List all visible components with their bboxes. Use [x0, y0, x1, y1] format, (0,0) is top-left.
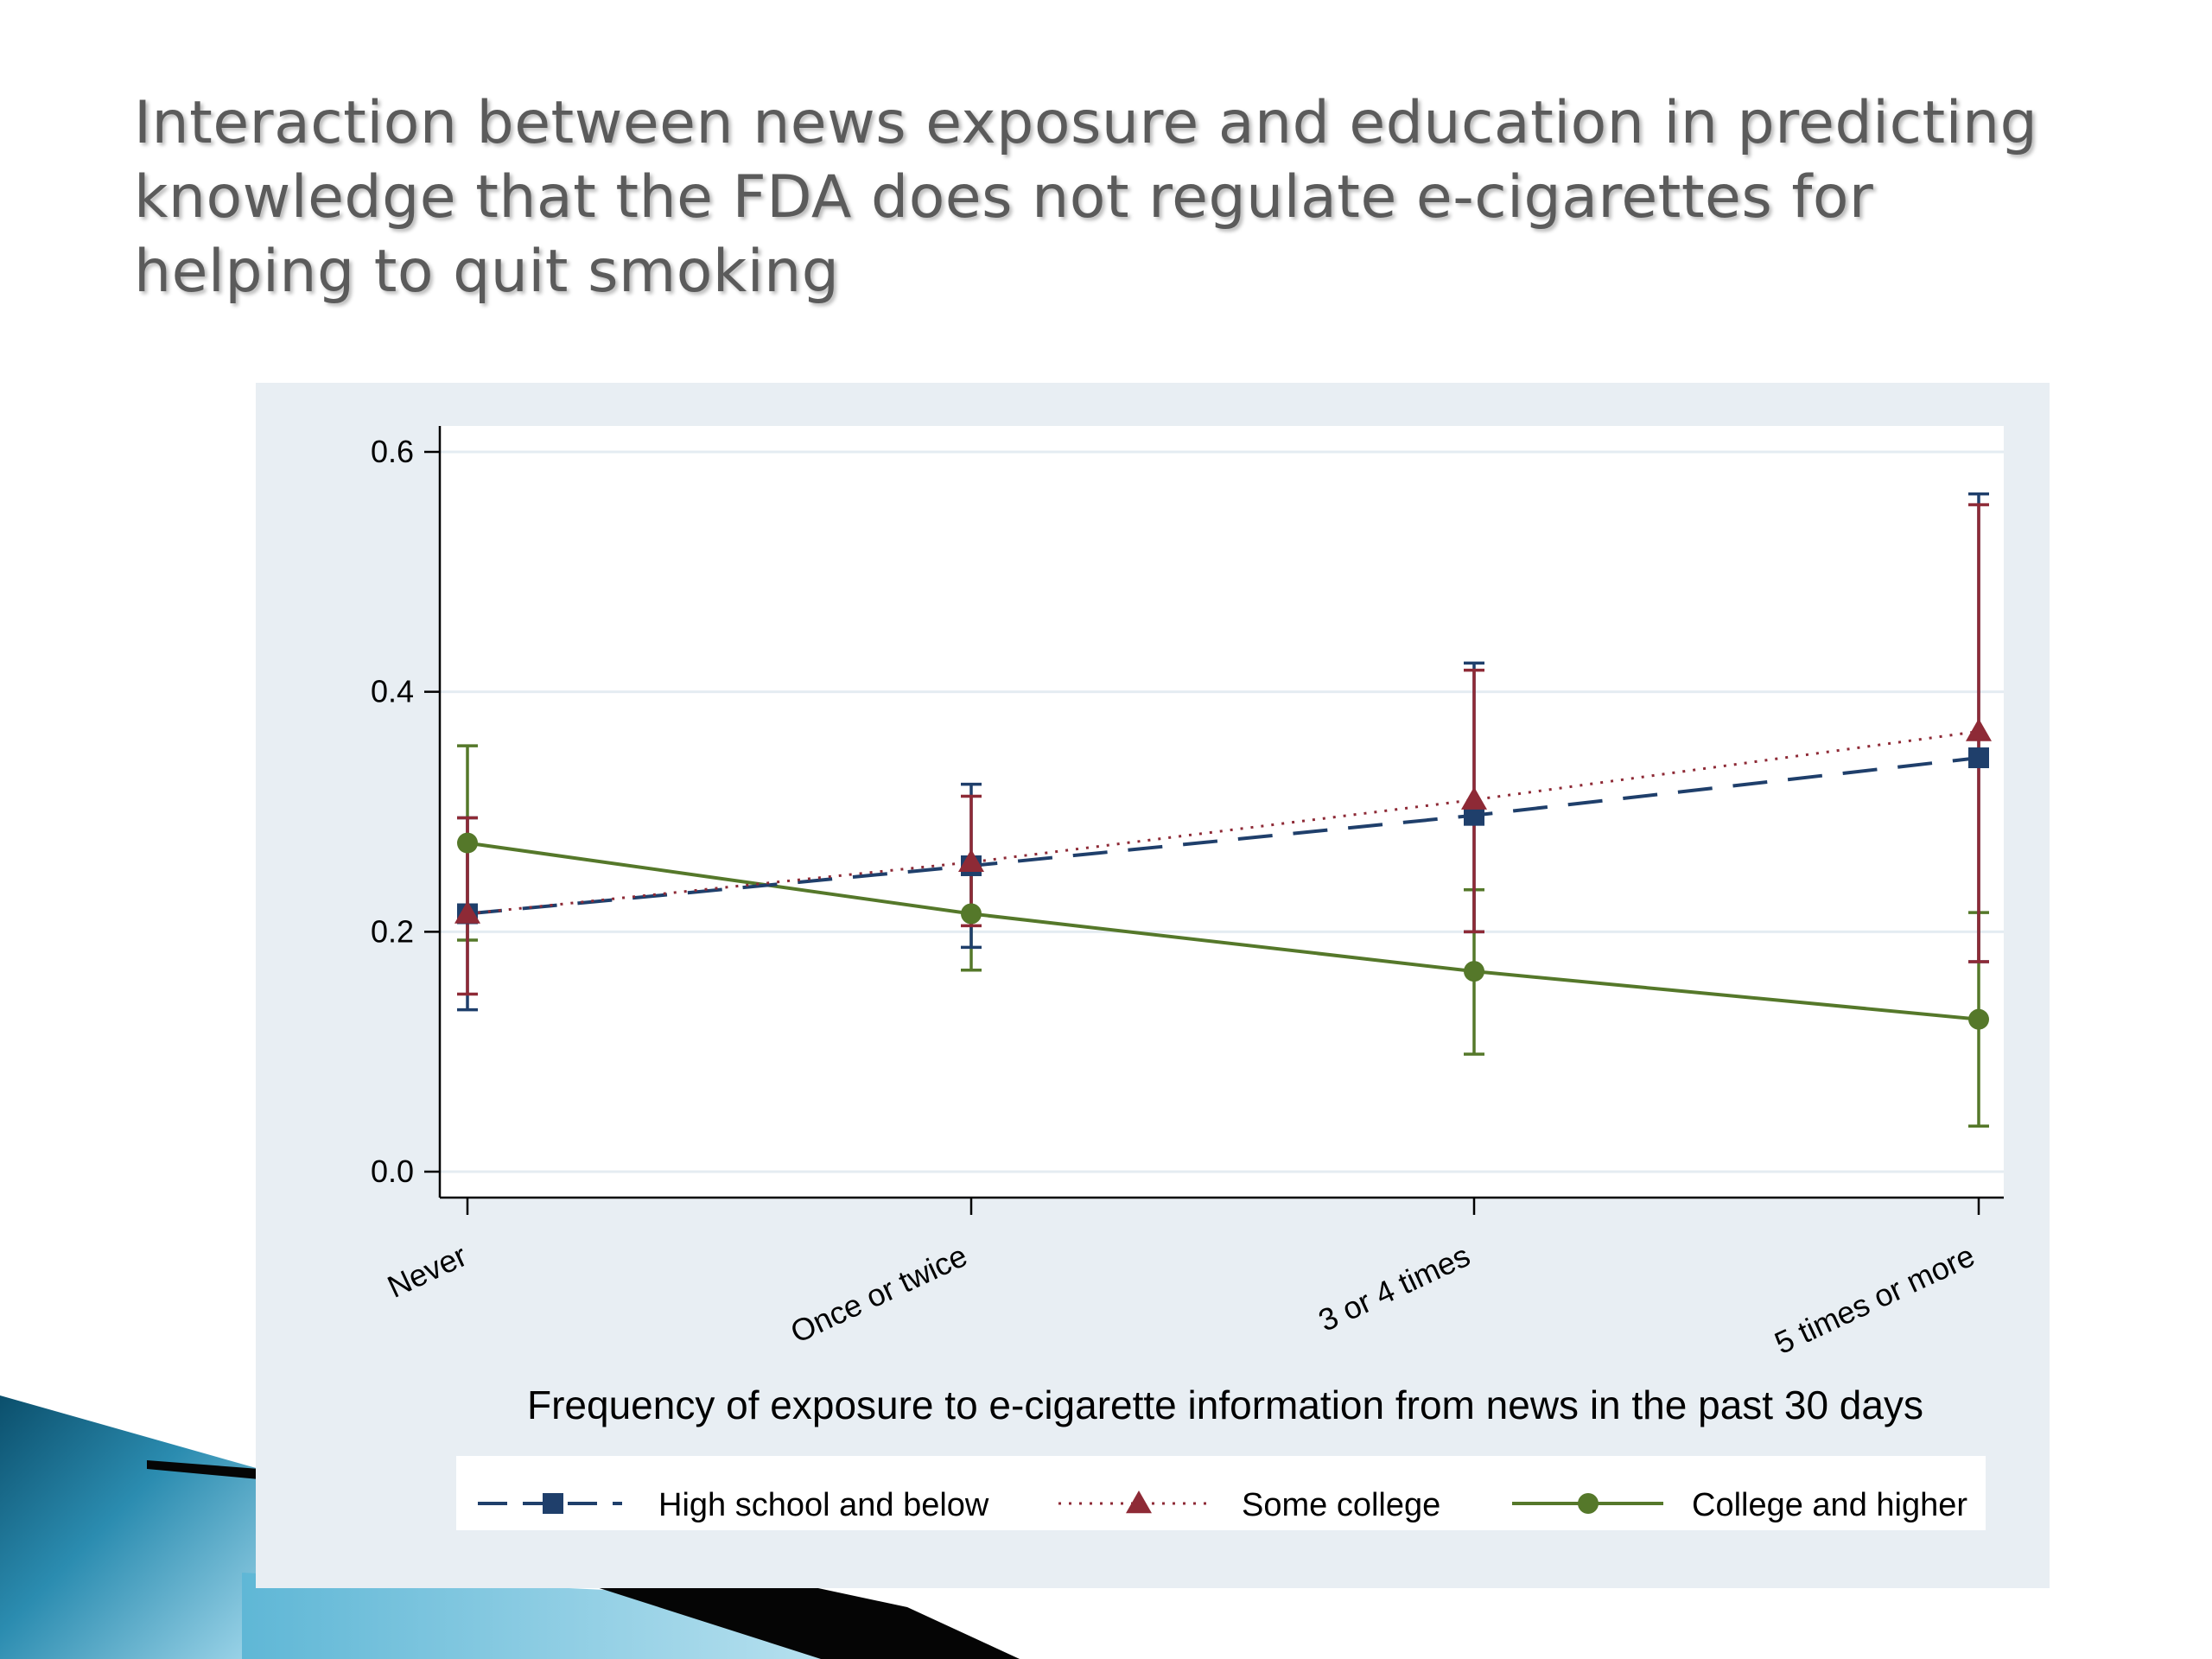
data-point	[457, 832, 478, 854]
legend-item: High school and below	[478, 1487, 989, 1523]
legend-label: Some college	[1242, 1487, 1440, 1523]
data-point	[1464, 961, 1484, 982]
data-point	[1966, 718, 1992, 741]
y-tick-label: 0.6	[371, 434, 414, 469]
slide-title-line: Interaction between news exposure and ed…	[134, 89, 2038, 157]
legend-marker	[543, 1493, 563, 1514]
legend-marker	[1126, 1491, 1152, 1514]
series-line	[467, 756, 1980, 916]
legend-label: College and higher	[1692, 1487, 1967, 1523]
legend-label: High school and below	[658, 1487, 989, 1523]
legend-box	[456, 1456, 1986, 1530]
series	[454, 492, 1992, 1128]
data-point	[1461, 786, 1487, 810]
legend-marker	[1578, 1493, 1599, 1514]
legend-item: College and higher	[1512, 1487, 1967, 1523]
data-point	[454, 900, 480, 924]
data-point	[958, 849, 984, 873]
data-point	[1968, 747, 1989, 769]
y-tick-label: 0.2	[371, 913, 414, 949]
teal-swoosh-shape	[0, 1395, 259, 1659]
data-point	[1968, 1008, 1989, 1030]
gridlines	[440, 450, 2004, 1173]
y-tick-label: 0.4	[371, 674, 414, 709]
series-line	[467, 841, 1980, 1021]
y-axis: 0.0 0.2 0.4 0.6	[371, 434, 440, 1189]
legend: High school and below Some college College…	[478, 1487, 1967, 1523]
plot-area	[440, 426, 2004, 1198]
y-tick-label: 0.0	[371, 1154, 414, 1189]
x-axis-title: Frequency of exposure to e-cigarette inf…	[527, 1382, 1923, 1427]
slide-title-line: helping to quit smoking	[134, 238, 840, 306]
slide-title: Interaction between news exposure and ed…	[134, 86, 2121, 309]
legend-item: Some college	[1058, 1487, 1440, 1523]
data-point	[961, 903, 982, 925]
slide-title-line: knowledge that the FDA does not regulate…	[134, 163, 1874, 232]
